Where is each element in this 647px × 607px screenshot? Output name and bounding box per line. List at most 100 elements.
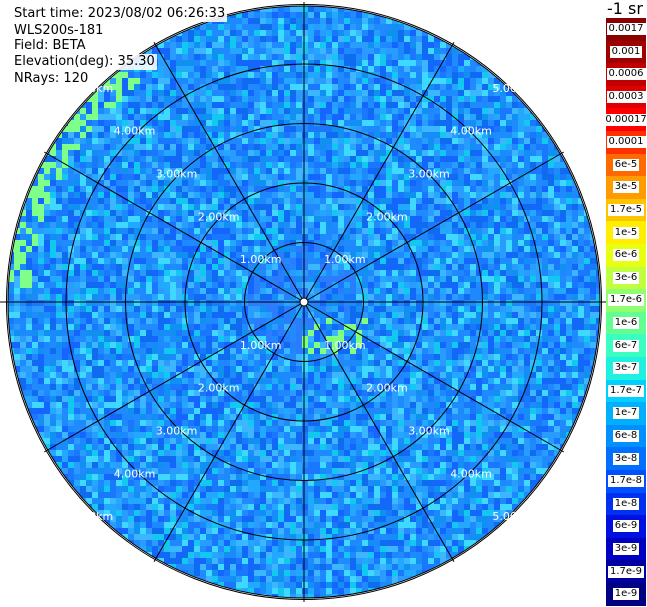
data-cell bbox=[536, 120, 542, 126]
data-cell bbox=[116, 252, 122, 258]
data-cell bbox=[74, 252, 80, 258]
data-cell bbox=[236, 354, 242, 360]
data-cell bbox=[248, 42, 254, 48]
data-cell bbox=[248, 150, 254, 156]
data-cell bbox=[446, 216, 452, 222]
data-cell bbox=[236, 348, 242, 354]
data-cell bbox=[170, 312, 176, 318]
data-cell bbox=[542, 156, 548, 162]
data-cell bbox=[134, 78, 140, 84]
data-cell bbox=[248, 348, 254, 354]
data-cell bbox=[128, 252, 134, 258]
data-cell bbox=[452, 336, 458, 342]
data-cell bbox=[362, 330, 368, 336]
data-cell bbox=[524, 132, 530, 138]
data-cell bbox=[428, 234, 434, 240]
data-cell bbox=[56, 156, 62, 162]
data-cell bbox=[368, 228, 374, 234]
data-cell bbox=[26, 324, 32, 330]
data-cell bbox=[278, 150, 284, 156]
data-cell bbox=[122, 252, 128, 258]
data-cell bbox=[206, 234, 212, 240]
data-cell bbox=[80, 324, 86, 330]
data-cell bbox=[110, 84, 116, 90]
data-cell bbox=[416, 150, 422, 156]
data-cell bbox=[446, 354, 452, 360]
data-cell bbox=[536, 222, 542, 228]
data-cell bbox=[134, 330, 140, 336]
data-cell bbox=[278, 330, 284, 336]
data-cell bbox=[416, 264, 422, 270]
data-cell bbox=[572, 336, 578, 342]
data-cell bbox=[470, 258, 476, 264]
data-cell bbox=[50, 264, 56, 270]
data-cell bbox=[164, 234, 170, 240]
data-cell bbox=[128, 198, 134, 204]
data-cell bbox=[356, 312, 362, 318]
data-cell bbox=[74, 246, 80, 252]
data-cell bbox=[314, 120, 320, 126]
data-cell bbox=[344, 360, 350, 366]
data-cell bbox=[296, 24, 302, 30]
data-cell bbox=[386, 18, 392, 24]
data-cell bbox=[278, 120, 284, 126]
data-cell bbox=[356, 24, 362, 30]
data-cell bbox=[512, 114, 518, 120]
data-cell bbox=[146, 222, 152, 228]
data-cell bbox=[44, 354, 50, 360]
data-cell bbox=[242, 102, 248, 108]
data-cell bbox=[338, 54, 344, 60]
data-cell bbox=[560, 288, 566, 294]
data-cell bbox=[440, 78, 446, 84]
data-cell bbox=[326, 6, 332, 12]
data-cell bbox=[374, 66, 380, 72]
data-cell bbox=[194, 210, 200, 216]
data-cell bbox=[56, 144, 62, 150]
data-cell bbox=[404, 24, 410, 30]
data-cell bbox=[26, 210, 32, 216]
data-cell bbox=[80, 282, 86, 288]
data-cell bbox=[386, 360, 392, 366]
data-cell bbox=[260, 288, 266, 294]
data-cell bbox=[500, 204, 506, 210]
data-cell bbox=[368, 138, 374, 144]
data-cell bbox=[380, 246, 386, 252]
data-cell bbox=[206, 324, 212, 330]
data-cell bbox=[224, 270, 230, 276]
data-cell bbox=[590, 276, 596, 282]
data-cell bbox=[584, 246, 590, 252]
data-cell bbox=[254, 24, 260, 30]
data-cell bbox=[404, 114, 410, 120]
data-cell bbox=[200, 306, 206, 312]
data-cell bbox=[182, 108, 188, 114]
data-cell bbox=[452, 174, 458, 180]
data-cell bbox=[266, 294, 272, 300]
data-cell bbox=[176, 84, 182, 90]
data-cell bbox=[26, 366, 32, 372]
data-cell bbox=[80, 180, 86, 186]
data-cell bbox=[542, 198, 548, 204]
data-cell bbox=[356, 264, 362, 270]
data-cell bbox=[14, 240, 20, 246]
data-cell bbox=[98, 144, 104, 150]
data-cell bbox=[212, 186, 218, 192]
data-cell bbox=[170, 198, 176, 204]
data-cell bbox=[140, 252, 146, 258]
data-cell bbox=[446, 336, 452, 342]
data-cell bbox=[470, 324, 476, 330]
data-cell bbox=[8, 288, 14, 294]
data-cell bbox=[506, 288, 512, 294]
data-cell bbox=[410, 156, 416, 162]
data-cell bbox=[158, 138, 164, 144]
data-cell bbox=[332, 54, 338, 60]
data-cell bbox=[110, 252, 116, 258]
data-cell bbox=[380, 336, 386, 342]
data-cell bbox=[236, 204, 242, 210]
data-cell bbox=[218, 360, 224, 366]
data-cell bbox=[20, 294, 26, 300]
data-cell bbox=[86, 174, 92, 180]
data-cell bbox=[314, 90, 320, 96]
data-cell bbox=[362, 282, 368, 288]
data-cell bbox=[512, 228, 518, 234]
data-cell bbox=[506, 180, 512, 186]
